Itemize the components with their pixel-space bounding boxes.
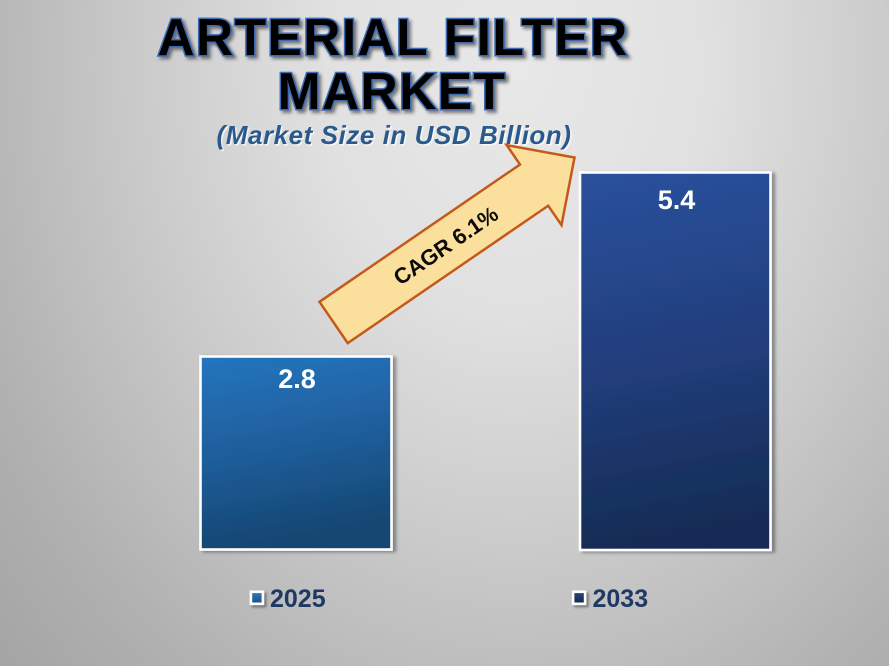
svg-text:5.4: 5.4 — [658, 185, 696, 215]
svg-text:(Market Size in USD Billion): (Market Size in USD Billion) — [217, 120, 572, 150]
svg-text:2033: 2033 — [593, 585, 649, 613]
svg-text:ARTERIAL FILTER: ARTERIAL FILTER — [157, 8, 628, 66]
svg-text:2.8: 2.8 — [278, 364, 316, 394]
svg-text:2025: 2025 — [270, 585, 326, 613]
svg-text:MARKET: MARKET — [278, 62, 507, 120]
